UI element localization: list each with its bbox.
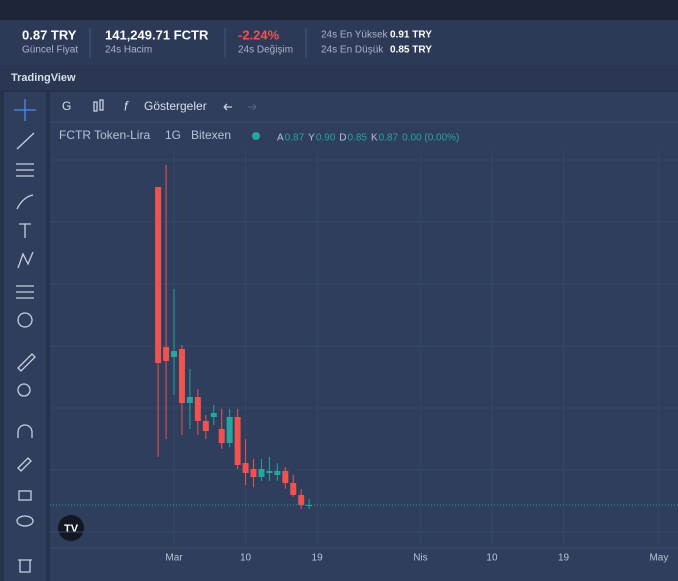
zoom-tool[interactable]: [17, 383, 31, 397]
indicators-button[interactable]: Göstergeler: [144, 99, 207, 113]
candle-body: [218, 429, 225, 443]
range-label: 24s En Yüksek: [321, 30, 389, 41]
delete-tool[interactable]: [18, 559, 32, 573]
stats-bar: [0, 20, 678, 65]
candle-body: [202, 421, 209, 431]
ruler-tool[interactable]: [17, 353, 36, 372]
text-tool[interactable]: [19, 223, 31, 238]
widget-title: TradingView: [11, 72, 76, 84]
candle-body: [242, 463, 249, 473]
range-value: 0.91 TRY: [390, 30, 432, 41]
legend-change: 0.00 (0.00%): [402, 133, 459, 144]
tv-logo: [58, 515, 84, 541]
tv-logo-text: TV: [64, 523, 79, 535]
emoji-tool[interactable]: [17, 312, 33, 328]
candle-body: [171, 351, 178, 357]
stat-value: 0.87 TRY: [22, 27, 77, 42]
ohlc-value: 0.90: [316, 133, 336, 144]
ohlc-value: 0.87: [379, 133, 399, 144]
tools: [14, 99, 36, 573]
stat-value: 141,249.71 FCTR: [105, 27, 209, 42]
lock-tool[interactable]: [18, 490, 32, 501]
candle-body: [290, 483, 297, 495]
crosshair-tool[interactable]: [14, 99, 36, 121]
x-tick-label: 19: [312, 553, 324, 564]
redo-icon[interactable]: [248, 103, 257, 111]
legend-exchange: Bitexen: [191, 128, 231, 142]
ohlc-label: D: [339, 133, 346, 144]
chart-pane: [50, 92, 678, 581]
x-tick-label: Mar: [165, 553, 183, 564]
stat-value: -2.24%: [238, 27, 280, 42]
left-toolbar: [4, 92, 46, 581]
x-tick-label: Nis: [413, 553, 427, 564]
candle-body: [178, 349, 185, 403]
stat-label: 24s Hacim: [105, 45, 152, 56]
fx-icon: f: [124, 98, 129, 113]
candle-body: [306, 505, 313, 506]
stat-label: Güncel Fiyat: [22, 45, 78, 56]
status-dot: [252, 132, 260, 140]
candle-body: [234, 417, 241, 465]
candle-body: [258, 469, 265, 477]
pattern-tool[interactable]: [17, 251, 34, 269]
x-tick-label: 10: [486, 553, 498, 564]
x-tick-label: May: [649, 553, 668, 564]
magnet-tool[interactable]: [17, 424, 33, 438]
range-value: 0.85 TRY: [390, 45, 432, 56]
legend-symbol: FCTR Token-Lira: [59, 128, 150, 142]
candle-body: [186, 397, 193, 403]
hide-tool[interactable]: [16, 515, 34, 527]
candle-body: [298, 495, 305, 505]
ohlc-label: A: [277, 133, 284, 144]
x-tick-label: 10: [240, 553, 252, 564]
candle-body: [274, 471, 281, 475]
candle-body: [194, 397, 201, 421]
ohlc-label: K: [371, 133, 378, 144]
prediction-tool[interactable]: [16, 285, 34, 299]
stat-label: 24s Değişim: [238, 45, 293, 56]
candle-body: [226, 417, 233, 443]
widget-header: [0, 65, 678, 90]
interval-button[interactable]: G: [62, 99, 71, 113]
undo-icon[interactable]: [223, 103, 232, 111]
candle-body: [155, 187, 162, 363]
ohlc-value: 0.85: [348, 133, 368, 144]
candle-body: [163, 347, 170, 361]
range-label: 24s En Düşük: [321, 45, 384, 56]
fib-tool[interactable]: [16, 163, 34, 177]
candle-body: [210, 413, 217, 417]
line-tool[interactable]: [16, 132, 35, 150]
candle-body: [250, 469, 257, 477]
candle-type-icon[interactable]: [93, 99, 104, 112]
top-nav: [0, 0, 678, 20]
ohlc-label: Y: [308, 133, 315, 144]
lock-draw-tool[interactable]: [17, 457, 32, 472]
brush-tool[interactable]: [16, 194, 34, 210]
legend-interval: 1G: [165, 128, 181, 142]
ohlc-value: 0.87: [285, 133, 305, 144]
x-tick-label: 19: [558, 553, 570, 564]
candle-body: [282, 471, 289, 483]
candle-body: [266, 471, 273, 473]
